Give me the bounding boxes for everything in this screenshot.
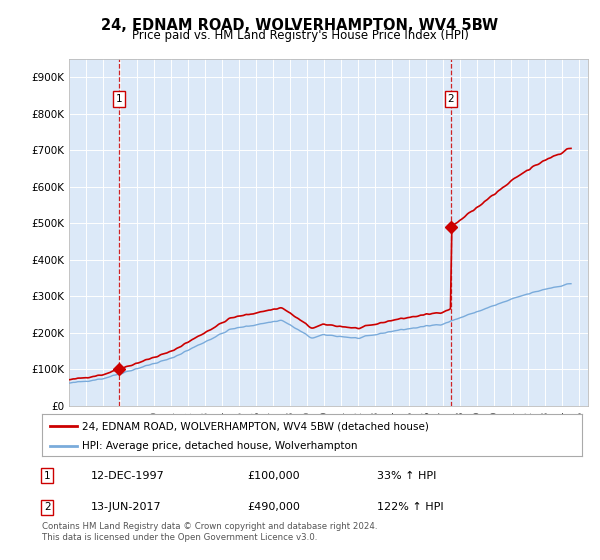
Text: 1: 1 xyxy=(44,470,51,480)
Text: 1: 1 xyxy=(116,94,122,104)
Text: 24, EDNAM ROAD, WOLVERHAMPTON, WV4 5BW (detached house): 24, EDNAM ROAD, WOLVERHAMPTON, WV4 5BW (… xyxy=(83,421,430,431)
Text: 33% ↑ HPI: 33% ↑ HPI xyxy=(377,470,436,480)
Text: Price paid vs. HM Land Registry's House Price Index (HPI): Price paid vs. HM Land Registry's House … xyxy=(131,29,469,42)
Text: 2: 2 xyxy=(44,502,51,512)
Text: This data is licensed under the Open Government Licence v3.0.: This data is licensed under the Open Gov… xyxy=(42,533,317,542)
Text: 24, EDNAM ROAD, WOLVERHAMPTON, WV4 5BW: 24, EDNAM ROAD, WOLVERHAMPTON, WV4 5BW xyxy=(101,18,499,33)
Text: 12-DEC-1997: 12-DEC-1997 xyxy=(91,470,164,480)
Text: 2: 2 xyxy=(448,94,454,104)
Text: 122% ↑ HPI: 122% ↑ HPI xyxy=(377,502,443,512)
Text: £490,000: £490,000 xyxy=(247,502,300,512)
Text: £100,000: £100,000 xyxy=(247,470,300,480)
Text: HPI: Average price, detached house, Wolverhampton: HPI: Average price, detached house, Wolv… xyxy=(83,441,358,451)
Text: 13-JUN-2017: 13-JUN-2017 xyxy=(91,502,161,512)
Text: Contains HM Land Registry data © Crown copyright and database right 2024.: Contains HM Land Registry data © Crown c… xyxy=(42,522,377,531)
